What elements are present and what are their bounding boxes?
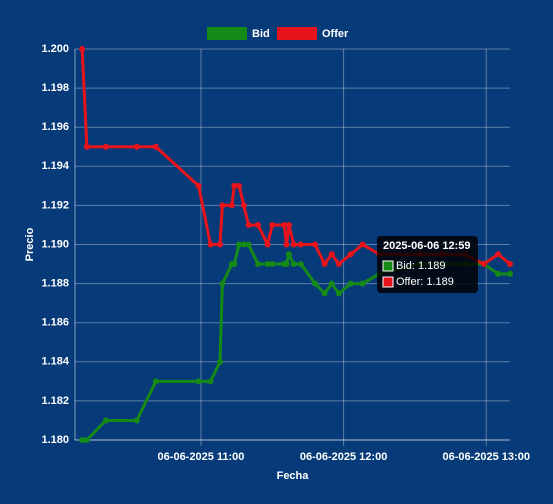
- legend-label: Offer: [322, 28, 349, 40]
- point: [312, 241, 319, 248]
- point: [290, 241, 297, 248]
- point: [245, 241, 252, 248]
- point: [255, 221, 262, 228]
- point: [255, 261, 262, 268]
- point: [79, 437, 86, 443]
- point: [283, 241, 290, 248]
- y-tick-label: 1.200: [41, 43, 69, 55]
- point: [217, 358, 223, 365]
- point: [207, 241, 214, 248]
- tooltip: 2025-06-06 12:59 Bid: 1.189 Offer: 1.189: [377, 236, 478, 293]
- point: [335, 290, 342, 297]
- y-axis-title: Precio: [24, 227, 36, 261]
- point: [359, 241, 366, 248]
- point: [264, 241, 271, 248]
- y-tick-label: 1.196: [41, 121, 69, 133]
- point: [335, 261, 342, 268]
- point: [133, 417, 140, 424]
- point: [195, 378, 202, 385]
- x-tick-label: 06-06-2025 13:00: [442, 451, 529, 463]
- point: [480, 261, 487, 268]
- y-tick-label: 1.182: [41, 395, 69, 407]
- y-tick-label: 1.198: [41, 82, 69, 94]
- x-tick-label: 06-06-2025 11:00: [158, 451, 245, 463]
- y-tick-label: 1.188: [41, 278, 69, 290]
- tooltip-swatch: [382, 260, 394, 272]
- point: [297, 241, 304, 248]
- point: [102, 143, 109, 150]
- legend-label: Bid: [252, 28, 270, 40]
- point: [79, 46, 86, 52]
- y-tick-label: 1.186: [41, 317, 69, 329]
- point: [83, 143, 90, 150]
- legend-item[interactable]: Bid: [207, 27, 270, 40]
- point: [507, 270, 513, 277]
- point: [507, 261, 513, 268]
- point: [285, 251, 292, 258]
- y-tick-label: 1.180: [41, 434, 69, 446]
- x-tick-label: 06-06-2025 12:00: [300, 451, 387, 463]
- point: [347, 280, 354, 287]
- point: [231, 261, 238, 268]
- point: [133, 143, 140, 150]
- legend-item[interactable]: Offer: [277, 27, 349, 40]
- point: [328, 251, 335, 258]
- point: [245, 221, 252, 228]
- point: [297, 261, 304, 268]
- point: [283, 261, 290, 268]
- point: [240, 241, 247, 248]
- point: [328, 280, 335, 287]
- point: [321, 290, 328, 297]
- point: [312, 280, 319, 287]
- point: [495, 270, 502, 277]
- point: [219, 280, 226, 287]
- point: [83, 437, 90, 443]
- legend-swatch: [207, 27, 247, 40]
- point: [231, 182, 238, 189]
- tooltip-title: 2025-06-06 12:59: [383, 240, 470, 252]
- point: [290, 261, 297, 268]
- point: [217, 241, 223, 248]
- point: [152, 378, 159, 385]
- point: [236, 182, 243, 189]
- y-tick-label: 1.184: [41, 356, 69, 368]
- point: [285, 221, 292, 228]
- point: [228, 202, 235, 209]
- tooltip-line: Offer: 1.189: [396, 276, 454, 288]
- point: [152, 143, 159, 150]
- tooltip-swatch: [382, 276, 394, 288]
- point: [264, 261, 271, 268]
- y-tick-label: 1.190: [41, 238, 69, 250]
- point: [269, 221, 276, 228]
- point: [495, 251, 502, 258]
- point: [102, 417, 109, 424]
- point: [240, 202, 247, 209]
- x-axis-title: Fecha: [277, 470, 310, 482]
- point: [281, 221, 288, 228]
- point: [195, 182, 202, 189]
- y-tick-label: 1.192: [41, 199, 69, 211]
- point: [321, 261, 328, 268]
- point: [269, 261, 276, 268]
- tooltip-line: Bid: 1.189: [396, 260, 446, 272]
- point: [207, 378, 214, 385]
- point: [236, 241, 243, 248]
- tooltip-box: [377, 236, 478, 293]
- legend-swatch: [277, 27, 317, 40]
- point: [359, 280, 366, 287]
- point: [219, 202, 226, 209]
- y-tick-label: 1.194: [41, 160, 69, 172]
- point: [347, 251, 354, 258]
